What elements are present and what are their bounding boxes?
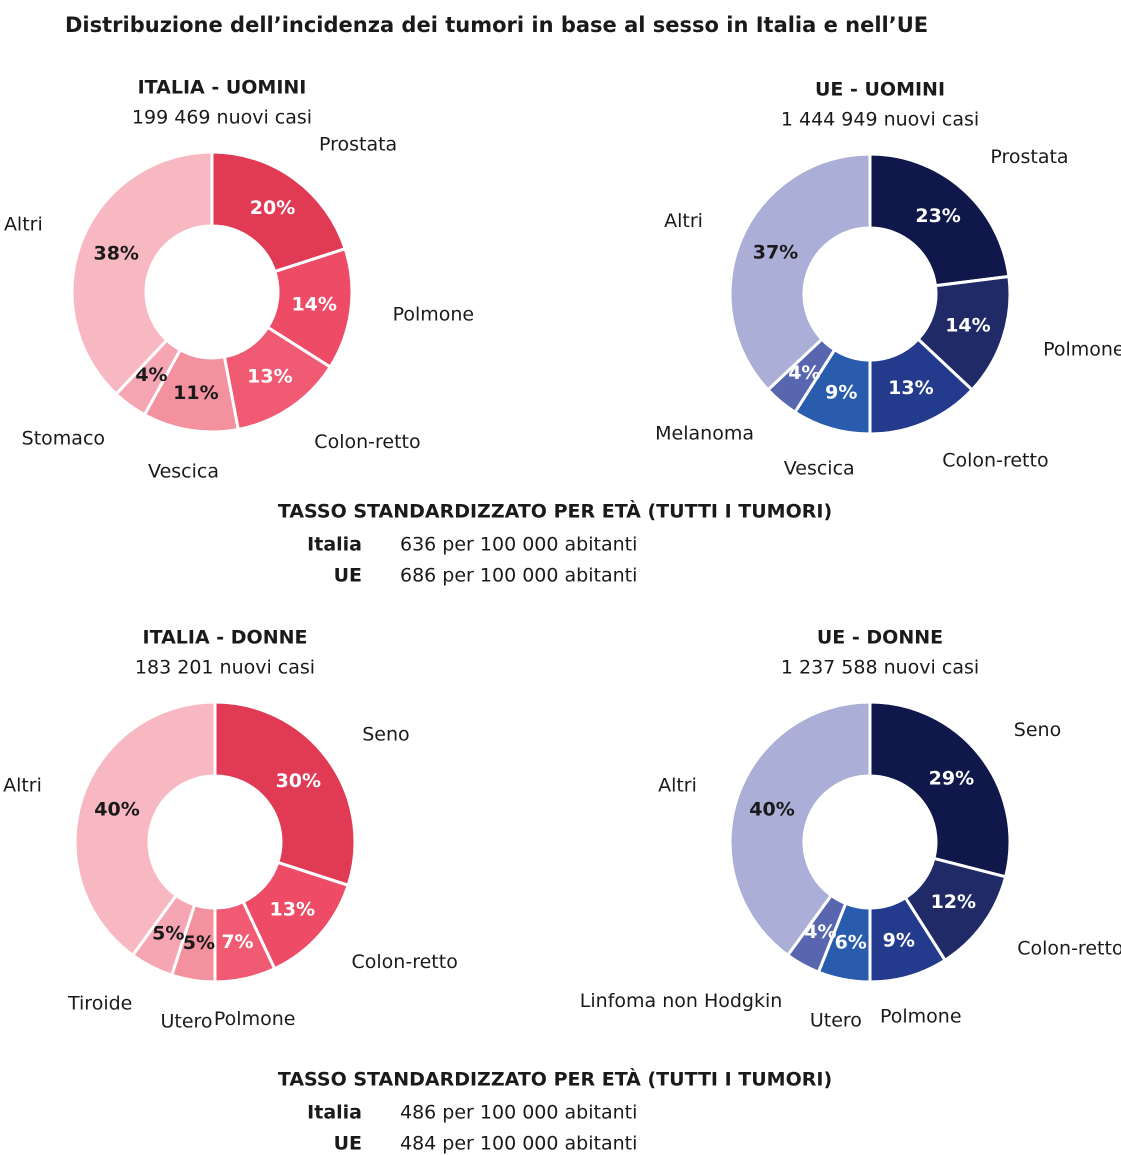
chart-subtitle: 183 201 nuovi casi bbox=[135, 657, 315, 679]
category-label: Polmone bbox=[393, 303, 475, 325]
value-label: 40% bbox=[94, 799, 139, 821]
value-label: 5% bbox=[183, 932, 215, 954]
category-label: Altri bbox=[4, 214, 43, 236]
page-title: Distribuzione dell’incidenza dei tumori … bbox=[65, 13, 928, 37]
value-label: 5% bbox=[152, 922, 184, 944]
slice bbox=[73, 700, 217, 958]
rate-heading: TASSO STANDARDIZZATO PER ETÀ (TUTTI I TU… bbox=[278, 500, 832, 523]
chart-title: ITALIA - DONNE bbox=[143, 627, 308, 649]
value-label: 38% bbox=[93, 243, 138, 265]
chart-subtitle: 199 469 nuovi casi bbox=[132, 107, 312, 129]
value-label: 4% bbox=[788, 362, 820, 384]
category-label: Colon-retto bbox=[314, 431, 420, 453]
slice bbox=[868, 700, 1012, 879]
value-label: 9% bbox=[825, 381, 857, 403]
value-label: 23% bbox=[915, 205, 960, 227]
category-label: Prostata bbox=[319, 133, 397, 155]
chart-subtitle: 1 444 949 nuovi casi bbox=[781, 109, 979, 131]
slice bbox=[70, 150, 214, 397]
value-label: 14% bbox=[945, 314, 990, 336]
rate-text: 686 per 100 000 abitanti bbox=[400, 565, 637, 587]
category-label: Linfoma non Hodgkin bbox=[580, 990, 783, 1012]
category-label: Altri bbox=[3, 774, 42, 796]
category-label: Colon-retto bbox=[352, 951, 458, 973]
category-label: Altri bbox=[664, 210, 703, 232]
value-label: 12% bbox=[931, 891, 976, 913]
slice bbox=[868, 152, 1011, 288]
value-label: 4% bbox=[804, 921, 836, 943]
category-label: Colon-retto bbox=[942, 450, 1048, 472]
slice bbox=[210, 150, 348, 274]
category-label: Colon-retto bbox=[1017, 937, 1121, 959]
value-label: 13% bbox=[888, 377, 933, 399]
rate-label: UE bbox=[334, 1133, 362, 1155]
category-label: Altri bbox=[658, 774, 697, 796]
value-label: 13% bbox=[270, 899, 315, 921]
category-label: Polmone bbox=[1043, 339, 1121, 361]
value-label: 4% bbox=[135, 364, 167, 386]
rate-label: Italia bbox=[307, 534, 362, 556]
slice bbox=[728, 152, 872, 392]
value-label: 40% bbox=[749, 799, 794, 821]
chart-subtitle: 1 237 588 nuovi casi bbox=[781, 657, 979, 679]
value-label: 29% bbox=[929, 767, 974, 789]
slice bbox=[213, 700, 357, 888]
rate-text: 484 per 100 000 abitanti bbox=[400, 1133, 637, 1155]
value-label: 9% bbox=[883, 929, 915, 951]
rate-heading: TASSO STANDARDIZZATO PER ETÀ (TUTTI I TU… bbox=[278, 1068, 832, 1091]
value-label: 6% bbox=[835, 932, 867, 954]
value-label: 30% bbox=[276, 770, 321, 792]
rate-text: 486 per 100 000 abitanti bbox=[400, 1102, 637, 1124]
category-label: Polmone bbox=[880, 1005, 962, 1027]
value-label: 14% bbox=[291, 293, 336, 315]
rate-label: Italia bbox=[307, 1102, 362, 1124]
value-label: 7% bbox=[221, 931, 253, 953]
category-label: Seno bbox=[1014, 719, 1061, 741]
rate-label: UE bbox=[334, 565, 362, 587]
category-label: Utero bbox=[160, 1010, 212, 1032]
slice bbox=[728, 700, 872, 958]
category-label: Tiroide bbox=[67, 993, 132, 1015]
category-label: Vescica bbox=[148, 460, 219, 482]
category-label: Stomaco bbox=[22, 428, 105, 450]
category-label: Polmone bbox=[214, 1008, 296, 1030]
category-label: Melanoma bbox=[655, 423, 754, 445]
value-label: 37% bbox=[753, 242, 798, 264]
value-label: 13% bbox=[247, 366, 292, 388]
category-label: Vescica bbox=[784, 457, 855, 479]
value-label: 20% bbox=[250, 197, 295, 219]
value-label: 11% bbox=[173, 382, 218, 404]
rate-text: 636 per 100 000 abitanti bbox=[400, 534, 637, 556]
category-label: Prostata bbox=[990, 146, 1068, 168]
category-label: Seno bbox=[362, 724, 409, 746]
chart-title: UE - DONNE bbox=[817, 627, 943, 649]
chart-title: UE - UOMINI bbox=[815, 79, 945, 101]
category-label: Utero bbox=[810, 1009, 862, 1031]
chart-title: ITALIA - UOMINI bbox=[138, 77, 307, 99]
